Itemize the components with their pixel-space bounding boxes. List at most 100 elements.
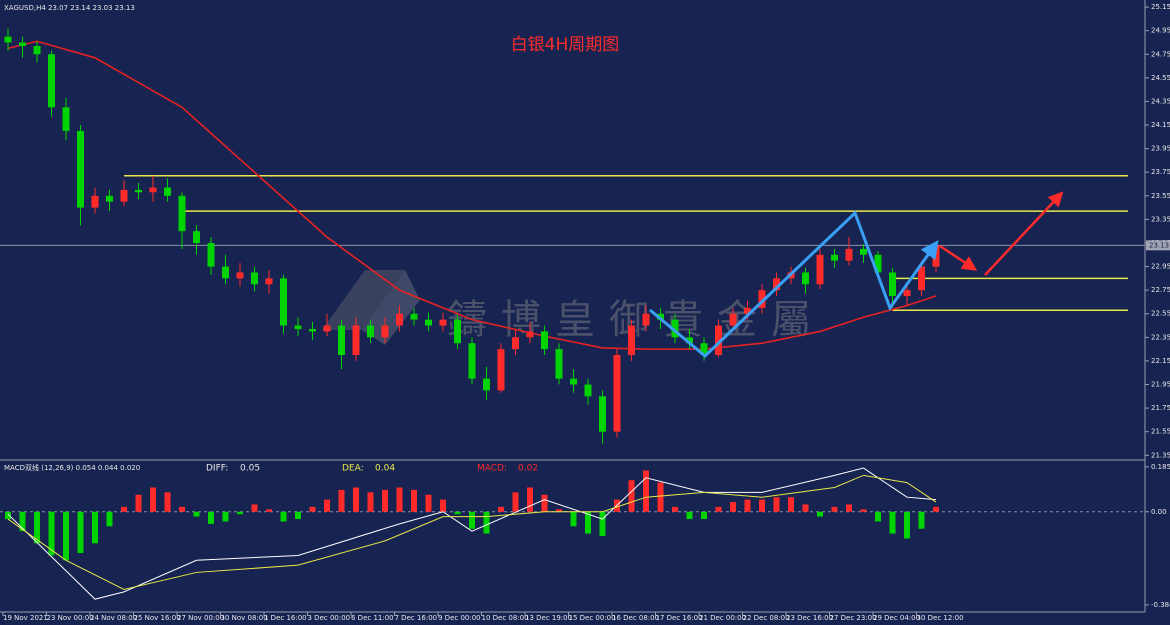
- candle-body: [845, 248, 853, 261]
- macd-bar: [34, 511, 40, 544]
- y-tick-label: 23.55: [1151, 192, 1170, 200]
- macd-bar: [730, 502, 736, 512]
- last-price-box: [1146, 240, 1170, 251]
- candle-body: [773, 278, 780, 291]
- macd-bar: [918, 511, 925, 529]
- y-tick-label: 22.75: [1151, 286, 1170, 294]
- x-tick-label: 1 Dec 16:00: [264, 614, 307, 622]
- x-tick-label: 24 Nov 08:00: [90, 614, 137, 622]
- candle-body: [439, 319, 447, 326]
- macd-y-tick-label: -0.384: [1151, 601, 1170, 609]
- y-tick-label: 23.35: [1151, 215, 1170, 223]
- candle-body: [410, 313, 418, 320]
- macd-bar: [527, 487, 533, 512]
- macd-bar: [266, 509, 272, 512]
- macd-bar: [469, 511, 475, 529]
- macd-bar: [208, 511, 214, 524]
- macd-bar: [802, 504, 809, 512]
- last-price-label: 23.13: [1149, 241, 1169, 249]
- candle-body: [657, 313, 664, 320]
- dea-value: 0.04: [375, 464, 395, 474]
- macd-bar: [817, 511, 823, 517]
- candle-body: [860, 248, 867, 255]
- candle-body: [599, 396, 606, 432]
- candle-body: [700, 343, 708, 356]
- x-tick-label: 3 Dec 00:00: [308, 614, 351, 622]
- macd-bar: [889, 511, 896, 534]
- macd-bar: [164, 492, 171, 512]
- candle-body: [874, 254, 882, 273]
- x-tick-label: 23 Nov 00:00: [47, 614, 94, 622]
- x-tick-label: 30 Dec 12:00: [917, 614, 964, 622]
- candle-body: [106, 195, 113, 202]
- y-tick-label: 21.55: [1151, 428, 1170, 436]
- candle-body: [686, 337, 693, 344]
- macd-bar: [150, 487, 156, 512]
- macd-bar: [440, 499, 446, 512]
- macd-bar: [367, 492, 374, 512]
- candle-body: [584, 384, 592, 397]
- y-tick-label: 22.95: [1151, 263, 1170, 271]
- x-tick-label: 19 Nov 2021: [3, 614, 48, 622]
- y-tick-label: 24.55: [1151, 74, 1170, 82]
- x-tick-label: 23 Dec 16:00: [786, 614, 833, 622]
- dea-line: [7, 474, 937, 590]
- y-tick-label: 22.55: [1151, 310, 1170, 318]
- macd-bar: [48, 511, 55, 556]
- macd-bar: [773, 497, 780, 512]
- y-tick-label: 23.75: [1151, 168, 1170, 176]
- candle-body: [889, 272, 896, 297]
- candle-body: [251, 272, 258, 285]
- candle-body: [294, 325, 302, 330]
- x-tick-label: 15 Dec 00:00: [569, 614, 616, 622]
- candle-body: [222, 266, 229, 279]
- macd-bar: [672, 506, 678, 512]
- x-tick-label: 30 Nov 08:00: [221, 614, 268, 622]
- y-tick-label: 24.15: [1151, 121, 1170, 129]
- x-tick-label: 16 Dec 08:00: [612, 614, 659, 622]
- macd-y-tick-label: 0.00: [1151, 508, 1167, 516]
- candle-body: [396, 313, 403, 326]
- macd-bar: [483, 511, 490, 534]
- x-tick-label: 7 Dec 16:00: [395, 614, 438, 622]
- macd-bar: [657, 482, 664, 512]
- candle-body: [628, 325, 635, 356]
- macd-bar: [933, 506, 939, 512]
- y-tick-label: 22.35: [1151, 333, 1170, 341]
- macd-bar: [295, 511, 301, 520]
- macd-bar: [63, 511, 69, 561]
- candle-body: [744, 307, 751, 314]
- candle-body: [613, 355, 621, 432]
- candle-body: [512, 337, 519, 350]
- symbol-header: XAGUSD,H4 23.07 23.14 23.03 23.13: [4, 4, 135, 12]
- candle-body: [758, 290, 766, 308]
- x-tick-label: 25 Nov 16:00: [134, 614, 181, 622]
- candle-body: [497, 349, 505, 391]
- candle-body: [207, 242, 215, 267]
- candle-body: [918, 266, 925, 291]
- logo: [322, 270, 405, 330]
- macd-bar: [5, 511, 11, 520]
- y-tick-label: 24.75: [1151, 50, 1170, 58]
- macd-bar: [237, 511, 243, 515]
- macd-bar: [353, 487, 359, 512]
- macd-label: MACD:: [477, 464, 507, 474]
- macd-bar: [788, 497, 794, 512]
- diff-value: 0.05: [240, 464, 260, 474]
- candle-body: [468, 343, 476, 379]
- candle-body: [309, 329, 316, 332]
- candle-body: [149, 187, 157, 193]
- forecast-arrow: [939, 244, 978, 271]
- macd-bar: [179, 506, 185, 512]
- candle-body: [4, 36, 12, 43]
- macd-bar: [193, 511, 200, 517]
- macd-bar: [541, 494, 548, 512]
- candle-body: [831, 254, 838, 261]
- macd-bar: [628, 480, 635, 512]
- macd-bar: [280, 511, 287, 522]
- macd-bar: [135, 494, 142, 512]
- macd-bar: [92, 511, 98, 544]
- candle-body: [454, 319, 461, 344]
- x-tick-label: 17 Dec 16:00: [656, 614, 703, 622]
- candle-body: [91, 195, 99, 208]
